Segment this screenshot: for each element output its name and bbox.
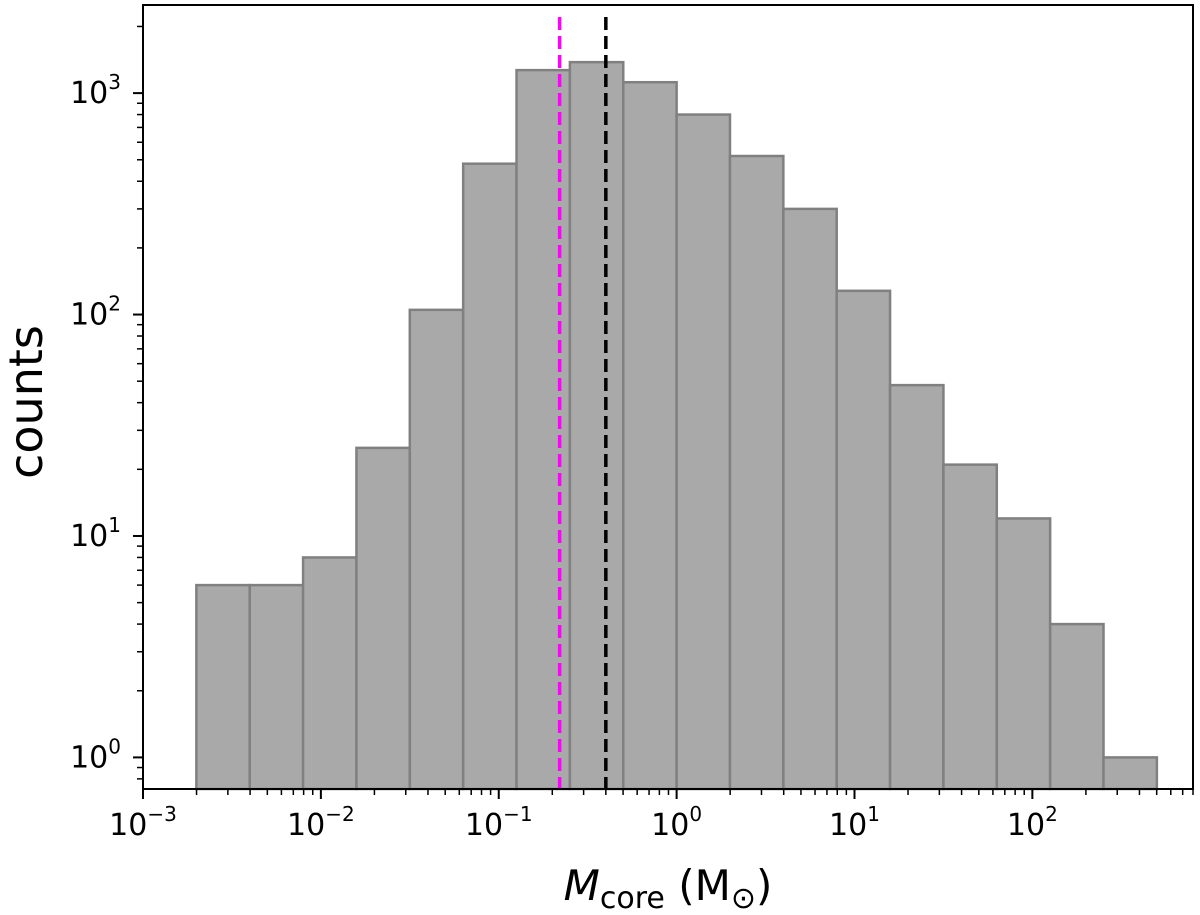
histogram-bar — [942, 463, 999, 791]
x-tick-label: 10−2 — [287, 802, 355, 843]
histogram-bar — [355, 446, 412, 791]
histogram-bar — [568, 60, 625, 791]
y-tick-label: 100 — [70, 734, 121, 775]
histogram-bar — [1048, 622, 1105, 791]
x-axis-label-symbol: M — [564, 861, 600, 910]
x-tick-label: 10−1 — [465, 802, 533, 843]
y-tick-label: 101 — [70, 513, 121, 554]
x-axis-label: Mcore (M⊙) — [564, 861, 773, 915]
histogram-bar — [195, 583, 251, 791]
y-axis-label: counts — [0, 325, 53, 479]
histogram-bars — [195, 60, 1159, 791]
x-axis-label-unit-sub: ⊙ — [731, 881, 756, 915]
x-axis-ticks: 10−3 10−2 10−1 100 101 102 — [109, 789, 1194, 843]
histogram-bar — [888, 383, 945, 791]
x-tick-label: 100 — [651, 802, 702, 843]
reference-lines — [557, 17, 608, 789]
histogram-bar — [622, 80, 678, 791]
x-axis-label-unit-close: ) — [756, 861, 772, 910]
x-axis-label-space — [665, 861, 678, 910]
x-axis-label-unit-open: (M — [678, 861, 731, 910]
x-tick-label: 10−3 — [109, 802, 177, 843]
y-axis-ticks: 100 101 102 103 — [70, 25, 143, 780]
histogram-bar — [461, 162, 518, 791]
y-tick-label: 103 — [70, 70, 121, 111]
x-tick-label: 102 — [1007, 802, 1058, 843]
x-axis-label-subscript: core — [600, 881, 665, 915]
histogram-bar — [408, 308, 465, 791]
y-tick-label: 102 — [70, 292, 121, 333]
x-tick-label: 101 — [829, 802, 880, 843]
histogram-bar — [515, 68, 572, 791]
histogram-bar — [301, 556, 358, 791]
histogram-bar — [835, 289, 892, 791]
histogram-bar — [1102, 756, 1159, 791]
histogram-bar — [728, 154, 785, 791]
histogram-bar — [782, 207, 838, 791]
histogram-bar — [995, 517, 1052, 791]
histogram-bar — [675, 113, 732, 791]
histogram-bar — [248, 583, 305, 791]
